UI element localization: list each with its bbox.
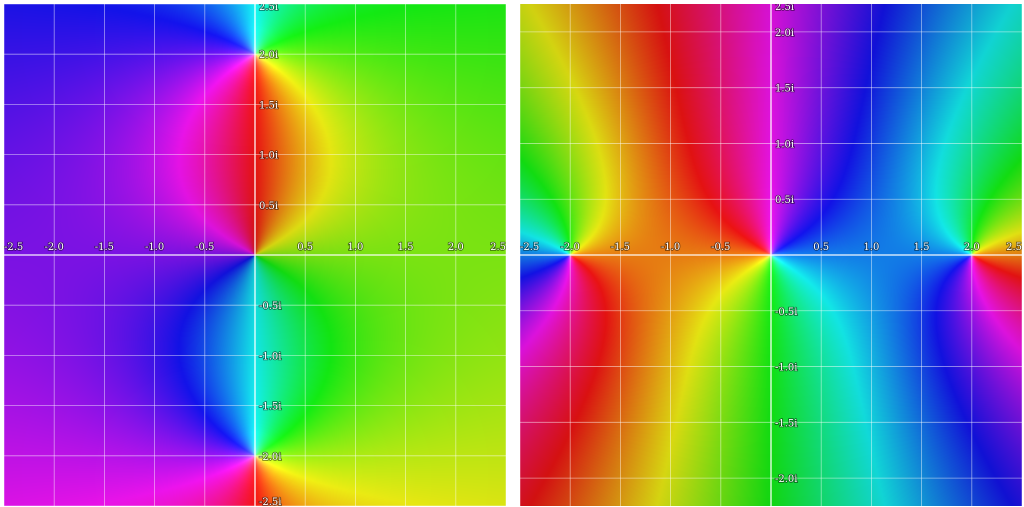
- x-tick-label: 0.5: [813, 242, 829, 253]
- y-tick-label: 2.0i: [259, 50, 278, 61]
- y-tick-label: 1.5i: [775, 84, 794, 95]
- y-tick-label: -1.0i: [775, 363, 797, 374]
- y-tick-label: -2.5i: [259, 497, 281, 506]
- y-tick-label: 2.0i: [775, 28, 794, 39]
- x-tick-label: 2.5: [490, 242, 506, 253]
- y-tick-label: -2.0i: [259, 452, 281, 463]
- x-tick-label: 2.0: [964, 242, 980, 253]
- x-tick-label: 1.0: [347, 242, 363, 253]
- y-tick-label: 2.5i: [775, 4, 794, 13]
- x-tick-label: 0.5: [297, 242, 313, 253]
- x-tick-label: -2.5: [520, 242, 539, 253]
- y-tick-label: 2.5i: [259, 4, 278, 13]
- y-tick-label: -1.5i: [775, 418, 797, 429]
- x-tick-label: -2.0: [561, 242, 580, 253]
- y-tick-label: 1.0i: [259, 151, 278, 162]
- x-tick-label: -2.5: [4, 242, 23, 253]
- y-tick-label: -1.5i: [259, 402, 281, 413]
- x-tick-label: 1.5: [914, 242, 930, 253]
- y-tick-label: 1.5i: [259, 100, 278, 111]
- x-tick-label: 1.0: [863, 242, 879, 253]
- x-tick-label: 1.5: [398, 242, 414, 253]
- y-tick-label: -2.0i: [775, 474, 797, 485]
- y-tick-label: -0.5i: [775, 307, 797, 318]
- axes-and-grid-overlay: -2.5 -2.0 -1.5 -1.0 -0.5 0.5 1.0 1.5 2.0 2.5 2.5i 2…: [520, 4, 1022, 506]
- y-tick-label: 1.0i: [775, 139, 794, 150]
- x-tick-label: -2.0: [45, 242, 64, 253]
- x-tick-label: -1.0: [661, 242, 680, 253]
- domain-coloring-plot-right: -2.5 -2.0 -1.5 -1.0 -0.5 0.5 1.0 1.5 2.0 2.5 2.5i 2…: [520, 4, 1022, 506]
- x-tick-label: 2.5: [1006, 242, 1022, 253]
- x-tick-label: -0.5: [195, 242, 214, 253]
- x-tick-label: -1.5: [95, 242, 114, 253]
- domain-coloring-plot-left: -2.5 -2.0 -1.5 -1.0 -0.5 0.5 1.0 1.5 2.0 2.5 2.5i 2…: [4, 4, 506, 506]
- x-tick-label: 2.0: [448, 242, 464, 253]
- axes-and-grid-overlay: -2.5 -2.0 -1.5 -1.0 -0.5 0.5 1.0 1.5 2.0 2.5 2.5i 2…: [4, 4, 506, 506]
- x-tick-label: -1.0: [145, 242, 164, 253]
- x-tick-label: -0.5: [711, 242, 730, 253]
- y-tick-label: 0.5i: [775, 195, 794, 206]
- y-tick-label: 0.5i: [259, 201, 278, 212]
- x-tick-label: -1.5: [611, 242, 630, 253]
- y-tick-label: -1.0i: [259, 351, 281, 362]
- y-tick-label: -0.5i: [259, 301, 281, 312]
